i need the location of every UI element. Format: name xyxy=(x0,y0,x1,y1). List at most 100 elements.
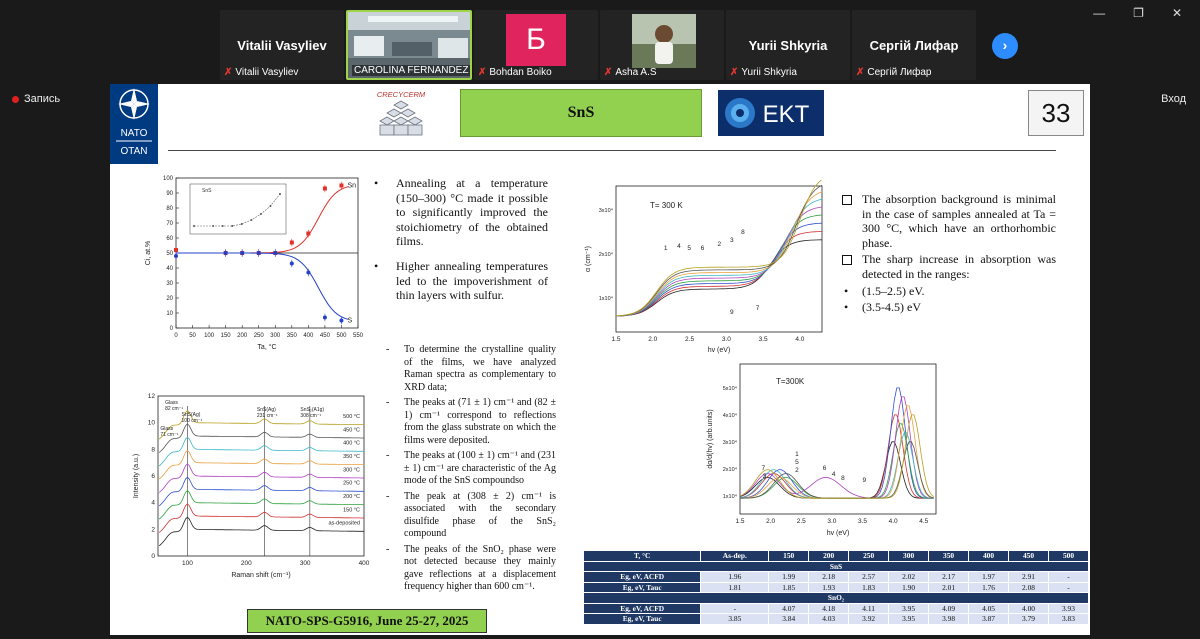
note-paragraph: The sharp increase in absorption was det… xyxy=(840,252,1056,281)
raman-series-line xyxy=(158,410,365,440)
participant-tile[interactable]: ✗ Asha A.S xyxy=(600,10,724,80)
table-header-cell: T, °C xyxy=(582,550,702,562)
table-cell: 3.84 xyxy=(768,613,810,625)
raman-series-line xyxy=(158,503,364,533)
record-dot-icon xyxy=(12,95,19,103)
data-point xyxy=(322,186,327,191)
curve-label: 4 xyxy=(832,471,836,478)
curve-label: 2 xyxy=(795,467,799,474)
y-axis-label: α (cm⁻¹) xyxy=(585,246,592,272)
series-label: 250 °C xyxy=(343,481,360,487)
x-tick-label: 4.0 xyxy=(889,518,898,525)
data-point xyxy=(174,248,178,252)
series-fit-line xyxy=(176,252,349,320)
inset-point xyxy=(279,193,281,195)
y-tick-label: 10 xyxy=(148,420,156,427)
restore-icon[interactable]: ❐ xyxy=(1133,6,1144,20)
y-axis-label: dα/d(hv) (arb.units) xyxy=(707,409,714,468)
x-tick-label: 100 xyxy=(204,333,215,339)
derivative-series-line xyxy=(739,414,934,499)
slide-title: SnS xyxy=(460,89,702,137)
curve-label: 3 xyxy=(763,473,767,480)
annotation: Glass xyxy=(160,426,173,432)
table-cell: 3.83 xyxy=(1047,613,1090,625)
nato-logo: NATO OTAN xyxy=(110,84,158,164)
table-row-header: Eg, eV, ACFD xyxy=(582,571,702,583)
table-row: Eg, eV, ACFD -4.07 4.18 4.11 3.95 4.09 4.05 4.0… xyxy=(582,602,1090,614)
data-point xyxy=(289,261,294,266)
x-tick-label: 300 xyxy=(300,560,311,567)
curve-label: 8 xyxy=(741,229,745,236)
y-tick-label: 2x10⁴ xyxy=(723,466,738,473)
data-point xyxy=(223,251,228,255)
note-paragraph: The absorption background is minimal in … xyxy=(840,192,1056,250)
absorption-series-line xyxy=(615,184,823,317)
absorption-notes: The absorption background is minimal in … xyxy=(840,192,1056,317)
participant-bar: — ❐ ✕ Vitalii Vasyliev ✗ Vitalii Vasyliev… xyxy=(0,0,1200,84)
series-label: S xyxy=(347,318,352,325)
y-tick-label: 90 xyxy=(166,191,173,197)
curve-label: 6 xyxy=(701,245,705,252)
x-tick-label: 1.5 xyxy=(611,336,620,343)
raman-series-line xyxy=(158,450,365,480)
participant-tile[interactable]: Vitalii Vasyliev ✗ Vitalii Vasyliev xyxy=(220,10,344,80)
participant-tile-active[interactable]: CAROLINA FERNANDEZ S... xyxy=(346,10,472,80)
table-header-cell: 500 xyxy=(1047,550,1090,562)
recording-indicator[interactable]: Запись xyxy=(12,93,60,105)
next-page-button[interactable]: › xyxy=(992,33,1018,59)
participant-tile[interactable]: Сергій Лифар ✗ Сергій Лифар xyxy=(852,10,976,80)
participant-name: Сергій Лифар xyxy=(869,38,959,53)
annotation: SnS(Ag) xyxy=(182,412,201,418)
note-range: (3.5-4.5) eV xyxy=(840,300,1056,315)
raman-note: To determine the crystalline quality of … xyxy=(386,344,556,394)
minimize-icon[interactable]: — xyxy=(1093,6,1106,20)
table-cell: 2.17 xyxy=(928,571,970,583)
table-cell: 4.09 xyxy=(928,602,970,614)
x-tick-label: 450 xyxy=(320,333,331,339)
exit-label[interactable]: Вход xyxy=(1161,93,1186,105)
close-icon[interactable]: ✕ xyxy=(1171,6,1182,20)
y-tick-label: 6 xyxy=(151,473,155,480)
slide-divider xyxy=(168,150,1056,151)
window-controls: — ❐ ✕ xyxy=(1093,6,1182,20)
y-tick-label: 0 xyxy=(170,326,174,332)
raman-series-line xyxy=(158,463,364,493)
y-tick-label: 80 xyxy=(166,206,173,212)
annotation: Glass xyxy=(165,400,178,406)
nato-top-text: NATO xyxy=(121,128,148,139)
composition-chart: 0 50 100 150 200 250 300 350 400 450 500 550 0 10 20 30… xyxy=(145,176,364,351)
data-point xyxy=(256,251,261,255)
y-tick-label: 70 xyxy=(166,221,173,227)
annotation: SnS(Ag) xyxy=(257,407,276,413)
table-section-cell: SnO₂ xyxy=(583,592,1089,604)
y-tick-label: 2 xyxy=(151,526,155,533)
table-cell: 2.01 xyxy=(928,581,970,593)
participant-tile[interactable]: Yurii Shkyria ✗ Yurii Shkyria xyxy=(726,10,850,80)
table-header-row: T, °C As-dep. 150 200 250 300 350 400 450 500 xyxy=(582,550,1090,562)
annotation: SnS₂(A1g) xyxy=(300,407,324,413)
y-tick-label: 4 xyxy=(151,500,155,507)
raman-note: The peak at (308 ± 2) cm⁻¹ is associated… xyxy=(386,491,556,541)
raman-series-line xyxy=(158,423,364,453)
absorption-series-line xyxy=(615,206,823,317)
inset-point xyxy=(231,225,234,227)
table-cell: 4.11 xyxy=(848,602,890,614)
curve-label: 4 xyxy=(677,243,681,250)
curve-label: 1 xyxy=(795,451,799,458)
table-cell: 4.18 xyxy=(808,602,850,614)
x-axis-label: hv (eV) xyxy=(708,347,731,354)
plot-frame xyxy=(157,395,365,557)
x-tick-label: 2.0 xyxy=(648,336,657,343)
annealing-bullets: Annealing at a temperature (150–300) °C … xyxy=(372,176,548,313)
series-label: 350 °C xyxy=(343,454,360,460)
y-tick-label: 3x10⁴ xyxy=(599,207,614,214)
y-tick-label: 3x10⁴ xyxy=(723,439,738,446)
raman-note: The peaks at (71 ± 1) cm⁻¹ and (82 ± 1) … xyxy=(386,397,556,447)
x-tick-label: 500 xyxy=(336,333,347,339)
data-point xyxy=(174,254,178,258)
y-tick-label: 10 xyxy=(166,311,173,317)
participant-label: Yurii Shkyria xyxy=(741,67,797,78)
participant-tile[interactable]: Б ✗ Bohdan Boiko xyxy=(474,10,598,80)
raman-series-line xyxy=(158,476,364,507)
participant-label: Vitalii Vasyliev xyxy=(235,67,299,78)
